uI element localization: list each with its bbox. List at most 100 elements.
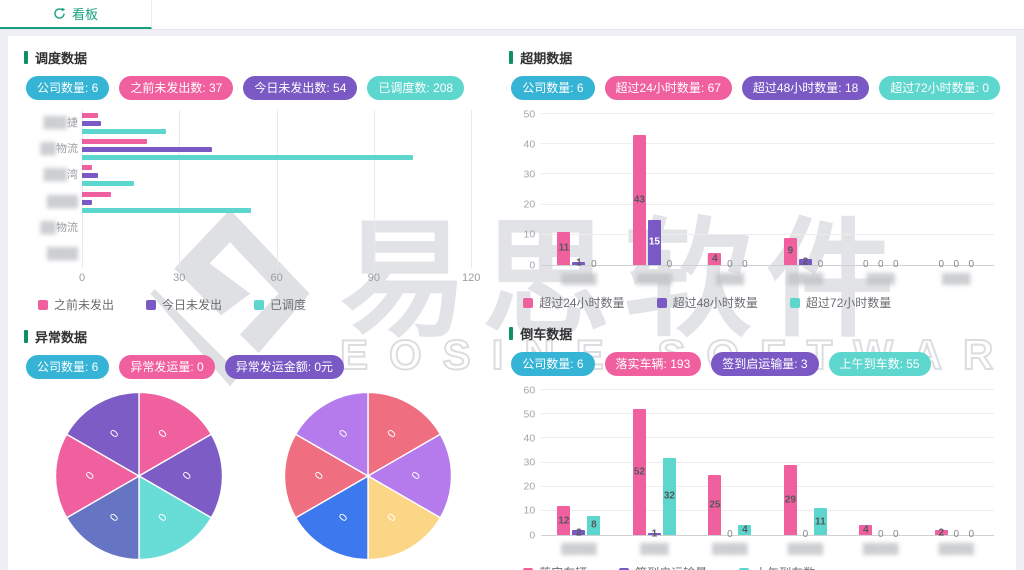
bar-slot: 15 [647,114,661,265]
left-column: 调度数据 公司数量: 6 之前未发出数: 37 今日未发出数: 54 已调度数: 20… [24,40,483,570]
legend-swatch [146,299,157,310]
bar[interactable]: 9 [783,237,797,265]
category-label: ████ [866,274,895,285]
gridline [541,233,994,235]
section-marker [24,330,28,343]
bar-value-label: 0 [938,259,945,270]
bar-slot: 2 [572,390,586,538]
legend-item[interactable]: 超过48小时数量 [656,294,758,311]
section-marker [24,51,28,64]
bar-value-label: 0 [953,529,960,540]
category-label: █████ [787,544,824,555]
bar[interactable] [82,199,92,205]
legend-item[interactable]: 落实车辆 [523,564,587,570]
legend-item[interactable]: 之前未发出 [38,296,114,313]
stat-badge-checkin-shipments: 签到启运输量: 3 [711,352,819,376]
legend-item[interactable]: 超过24小时数量 [523,294,625,311]
bar[interactable]: 4 [708,252,722,265]
legend-item[interactable]: 超过72小时数量 [789,294,891,311]
bar[interactable] [82,138,147,144]
bar[interactable] [82,128,167,134]
pie-slice[interactable] [367,433,453,519]
pie-slice[interactable] [138,391,213,478]
bar[interactable]: 52 [632,409,646,535]
bar[interactable]: 11 [557,231,571,265]
bar[interactable] [82,154,413,160]
pie-slice[interactable] [367,474,442,561]
gridline [541,437,994,439]
bar[interactable] [82,173,99,179]
bar[interactable] [82,112,99,118]
bar[interactable] [82,191,112,197]
legend-item[interactable]: 已调度 [254,296,306,313]
pie-slice[interactable] [65,474,140,561]
bar[interactable] [82,181,134,187]
bar-slot: 0 [723,390,736,540]
bar[interactable] [82,207,251,213]
bar[interactable]: 1 [572,258,586,269]
axis-tick-label: 50 [523,407,536,420]
pie-slice[interactable] [284,433,370,519]
bar[interactable]: 12 [557,506,571,535]
axis-tick-label: 30 [523,456,536,469]
bar[interactable]: 29 [783,464,797,535]
bar[interactable]: 32 [662,457,676,535]
bar-value-label: 11 [815,516,826,528]
bar[interactable]: 2 [572,527,586,538]
bar-slot: 0 [799,390,812,540]
legend-item[interactable]: 今日未发出 [146,296,222,313]
bar[interactable]: 4 [738,525,752,536]
axis-tick-label: 10 [523,228,536,241]
legend-item[interactable]: 上午到车数 [739,564,815,570]
bar[interactable]: 15 [647,219,661,265]
bar[interactable]: 1 [647,528,661,539]
pie-slice[interactable] [137,433,224,519]
reverse-badges: 公司数量: 6 落实车辆: 193 签到启运输量: 3 上午到车数: 55 [511,352,1000,376]
bar[interactable] [82,120,102,126]
gridline [541,485,994,487]
legend-item[interactable]: 签到启运输量 [619,564,707,570]
bar-value-label: 0 [953,259,960,270]
tab-bar: 看板 [0,0,1024,30]
bar-slot: 0 [738,114,751,270]
gridline [541,143,994,145]
bar-group: 43 15 0 [617,114,692,270]
bar[interactable] [82,146,212,152]
pie-slice[interactable] [367,391,442,478]
bar[interactable]: 2 [798,256,812,267]
bar-slot: 25 [708,390,722,535]
axis-tick-label: 0 [78,272,86,284]
bar-value-label: 1 [651,528,658,540]
bar[interactable]: 43 [632,135,646,265]
category-label: █████ [938,544,974,555]
gridline [276,110,278,268]
bar-group: 11 1 0 [541,114,616,270]
pie-slice[interactable] [54,433,141,519]
stat-badge-confirmed-vehicles: 落实车辆: 193 [604,352,702,376]
bar[interactable]: 11 [813,508,827,535]
bar[interactable]: 2 [934,527,948,538]
bar[interactable]: 4 [859,525,873,536]
legend-swatch [523,297,534,308]
axis-tick-label: 0 [529,528,536,541]
pie-slice[interactable] [138,474,213,561]
pie-slice[interactable] [295,391,370,478]
section-marker [509,327,514,340]
stat-badge-company-count: 公司数量: 6 [511,352,595,376]
bar-value-label: 0 [878,259,884,270]
pie-slice[interactable] [295,474,370,561]
pie-slice[interactable] [65,391,140,478]
legend-label: 超过48小时数量 [672,296,758,310]
bar[interactable] [82,165,92,171]
bar[interactable]: 25 [708,474,722,535]
tab-dashboard[interactable]: 看板 [0,0,152,29]
overdue-badges: 公司数量: 6 超过24小时数量: 67 超过48小时数量: 18 超过72小时数量:… [511,76,1000,100]
gridline [82,110,83,268]
bar-slot: 0 [889,390,902,540]
category-label: ████ [942,274,971,285]
legend-swatch [523,567,534,570]
dashboard-grid: 调度数据 公司数量: 6 之前未发出数: 37 今日未发出数: 54 已调度数: 20… [8,36,1016,570]
bar[interactable]: 8 [587,515,601,535]
